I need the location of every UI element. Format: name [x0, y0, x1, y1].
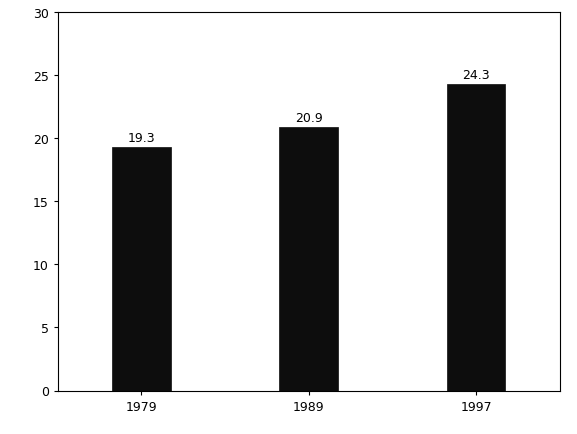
Text: 19.3: 19.3 — [128, 132, 155, 145]
Text: 20.9: 20.9 — [295, 112, 323, 125]
Text: 24.3: 24.3 — [462, 69, 490, 82]
Bar — [447, 85, 505, 391]
Bar — [279, 128, 338, 391]
Bar — [112, 148, 171, 391]
